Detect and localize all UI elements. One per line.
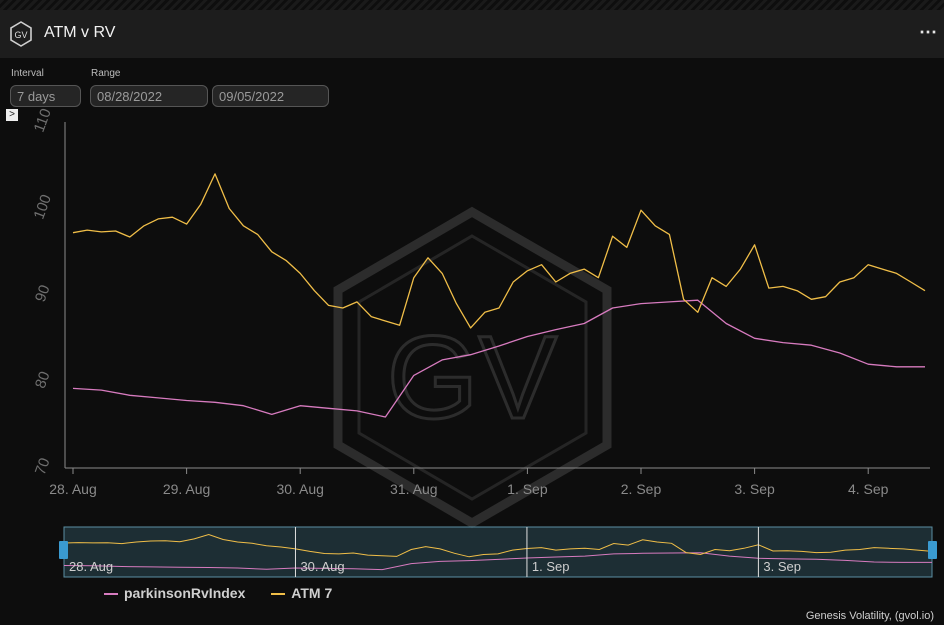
legend: parkinsonRvIndex ATM 7 [104,585,354,601]
x-tick-label: 4. Sep [848,481,889,497]
interval-select[interactable]: 7 days [10,85,81,107]
widget-header: GV ATM v RV ⋯ [0,10,944,58]
range-end-input[interactable]: 09/05/2022 [212,85,329,107]
navigator-tick-label: 30. Aug [300,559,344,574]
x-tick-label: 30. Aug [276,481,324,497]
legend-item-atm[interactable]: ATM 7 [271,585,332,601]
navigator[interactable]: 28. Aug 30. Aug 1. Sep 3. Sep [59,526,937,578]
navigator-left-handle[interactable] [59,541,68,559]
widget-title: ATM v RV [44,24,116,41]
more-options-button[interactable]: ⋯ [919,22,938,43]
navigator-tick-label: 1. Sep [532,559,570,574]
x-tick-label: 3. Sep [734,481,775,497]
navigator-tick-label: 3. Sep [763,559,801,574]
watermark-text: GV [387,312,558,444]
y-tick-label: 80 [32,369,54,390]
range-label: Range [91,68,121,79]
navigator-rv-line [63,552,932,571]
x-tick-label: 1. Sep [507,481,548,497]
legend-rv-swatch [104,593,118,596]
atm-series-line [72,173,926,329]
series-layer [72,173,926,418]
rv-series-line [72,299,925,418]
navigator-tick-label: 28. Aug [69,559,113,574]
gv-watermark: GV [333,206,612,529]
credit-text: Genesis Volatility, (gvol.io) [805,610,934,622]
y-tick-label: 90 [32,283,54,304]
collapse-toggle-button[interactable]: > [6,109,18,121]
legend-atm-label: ATM 7 [291,585,333,601]
legend-item-rv[interactable]: parkinsonRvIndex [104,585,245,601]
top-strip [0,0,944,10]
navigator-atm-line [63,533,933,558]
x-tick-label: 29. Aug [163,481,211,497]
legend-rv-label: parkinsonRvIndex [124,585,246,601]
range-start-input[interactable]: 08/28/2022 [90,85,208,107]
legend-atm-swatch [271,593,286,596]
y-tick-label: 100 [31,192,56,221]
y-tick-label: 70 [32,456,54,477]
x-tick-label: 28. Aug [49,481,97,497]
navigator-window [63,526,933,578]
y-tick-label: 110 [31,106,55,134]
navigator-right-handle[interactable] [928,541,937,559]
x-tick-label: 2. Sep [621,481,662,497]
more-horizontal-icon: ⋯ [919,22,938,42]
logo-text: GV [14,30,27,40]
chart-axes: 70 80 90 100 110 28. Aug 29. Aug 30. Aug 31. Aug… [31,106,930,497]
gv-logo-icon: GV [10,21,32,47]
interval-label: Interval [11,68,44,79]
x-tick-label: 31. Aug [390,481,438,497]
